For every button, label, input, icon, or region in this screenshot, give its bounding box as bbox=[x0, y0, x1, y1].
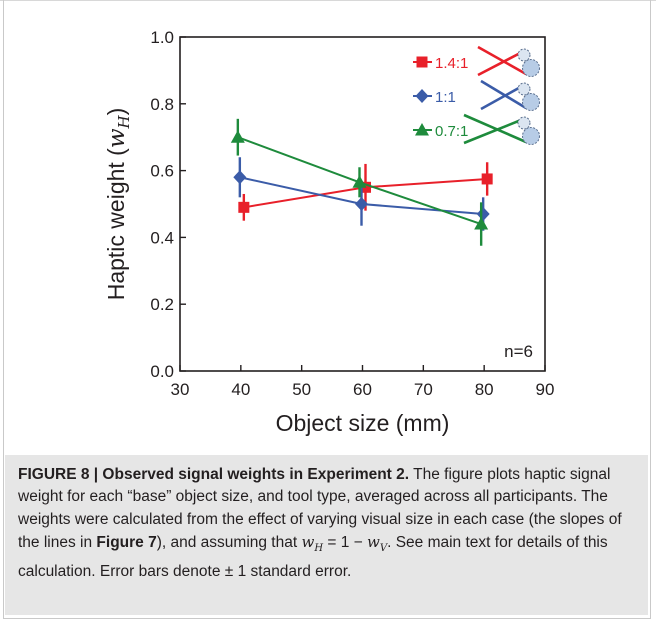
y-tick-label: 0.0 bbox=[150, 362, 174, 381]
y-tick-label: 0.2 bbox=[150, 295, 174, 314]
caption-text-1: The figure plots haptic signal weight fo… bbox=[18, 466, 622, 552]
sample-size-annotation: n=6 bbox=[504, 342, 533, 361]
finger-icon bbox=[517, 48, 531, 62]
caption-panel: FIGURE 8 | Observed signal weights in Ex… bbox=[5, 455, 648, 615]
legend-label: 1.4:1 bbox=[435, 55, 468, 72]
y-tick-label: 0.6 bbox=[150, 162, 174, 181]
finger-icon bbox=[517, 116, 531, 130]
y-tick-label: 1.0 bbox=[150, 28, 174, 47]
x-tick-label: 30 bbox=[171, 380, 190, 399]
finger-icon bbox=[517, 82, 531, 96]
data-point bbox=[481, 173, 493, 185]
x-tick-label: 50 bbox=[292, 380, 311, 399]
data-point bbox=[474, 217, 489, 230]
figure-caption: FIGURE 8 | Observed signal weights in Ex… bbox=[18, 464, 638, 583]
y-axis-label: Haptic weight (wH) bbox=[103, 108, 133, 301]
x-tick-label: 40 bbox=[231, 380, 250, 399]
data-point bbox=[238, 201, 250, 213]
legend-marker bbox=[415, 123, 429, 136]
tool-arm-icon bbox=[480, 79, 527, 110]
y-tick-label: 0.8 bbox=[150, 95, 174, 114]
top-rule bbox=[0, 0, 656, 1]
data-point bbox=[233, 170, 247, 185]
legend-label: 0.7:1 bbox=[435, 123, 468, 140]
data-point bbox=[352, 175, 367, 188]
y-tick-label: 0.4 bbox=[150, 228, 174, 247]
series-1 bbox=[233, 157, 490, 231]
equation-wv: wV bbox=[367, 533, 388, 555]
x-tick-label: 70 bbox=[414, 380, 433, 399]
caption-text-2: ), and assuming that bbox=[156, 534, 302, 552]
series-2 bbox=[230, 118, 489, 246]
fingertip-icon bbox=[522, 127, 540, 145]
data-point bbox=[355, 197, 368, 211]
caption-label: FIGURE 8 | Observed signal weights in Ex… bbox=[18, 466, 410, 483]
caption-text-3: . See main text for details of this calc… bbox=[18, 534, 608, 580]
figure-frame bbox=[3, 0, 651, 619]
x-tick-label: 80 bbox=[475, 380, 494, 399]
legend-marker bbox=[415, 89, 429, 103]
x-tick-label: 90 bbox=[536, 380, 555, 399]
tool-arm-icon bbox=[463, 116, 527, 145]
x-axis-label: Object size (mm) bbox=[276, 410, 450, 436]
legend-item-0: 1.4:1 bbox=[413, 45, 540, 77]
legend-item-2: 0.7:1 bbox=[413, 113, 540, 145]
x-tick-label: 60 bbox=[353, 380, 372, 399]
chart-svg: 30 40 50 60 70 80 90 0.0 0.2 0.4 0.6 0.8 1.0 Object s… bbox=[103, 28, 555, 436]
equation-wh: wH bbox=[301, 533, 324, 555]
data-point bbox=[230, 130, 245, 143]
caption-figure-ref: Figure 7 bbox=[96, 534, 157, 552]
fingertip-icon bbox=[522, 59, 540, 77]
tool-arm-icon bbox=[463, 113, 527, 144]
equation-middle: = 1 − bbox=[323, 534, 367, 552]
data-point bbox=[476, 207, 490, 222]
legend-marker bbox=[416, 56, 428, 68]
legend-item-1: 1:1 bbox=[413, 79, 540, 111]
fingertip-icon bbox=[522, 93, 540, 111]
tool-arm-icon bbox=[477, 45, 527, 76]
legend-label: 1:1 bbox=[435, 89, 456, 106]
